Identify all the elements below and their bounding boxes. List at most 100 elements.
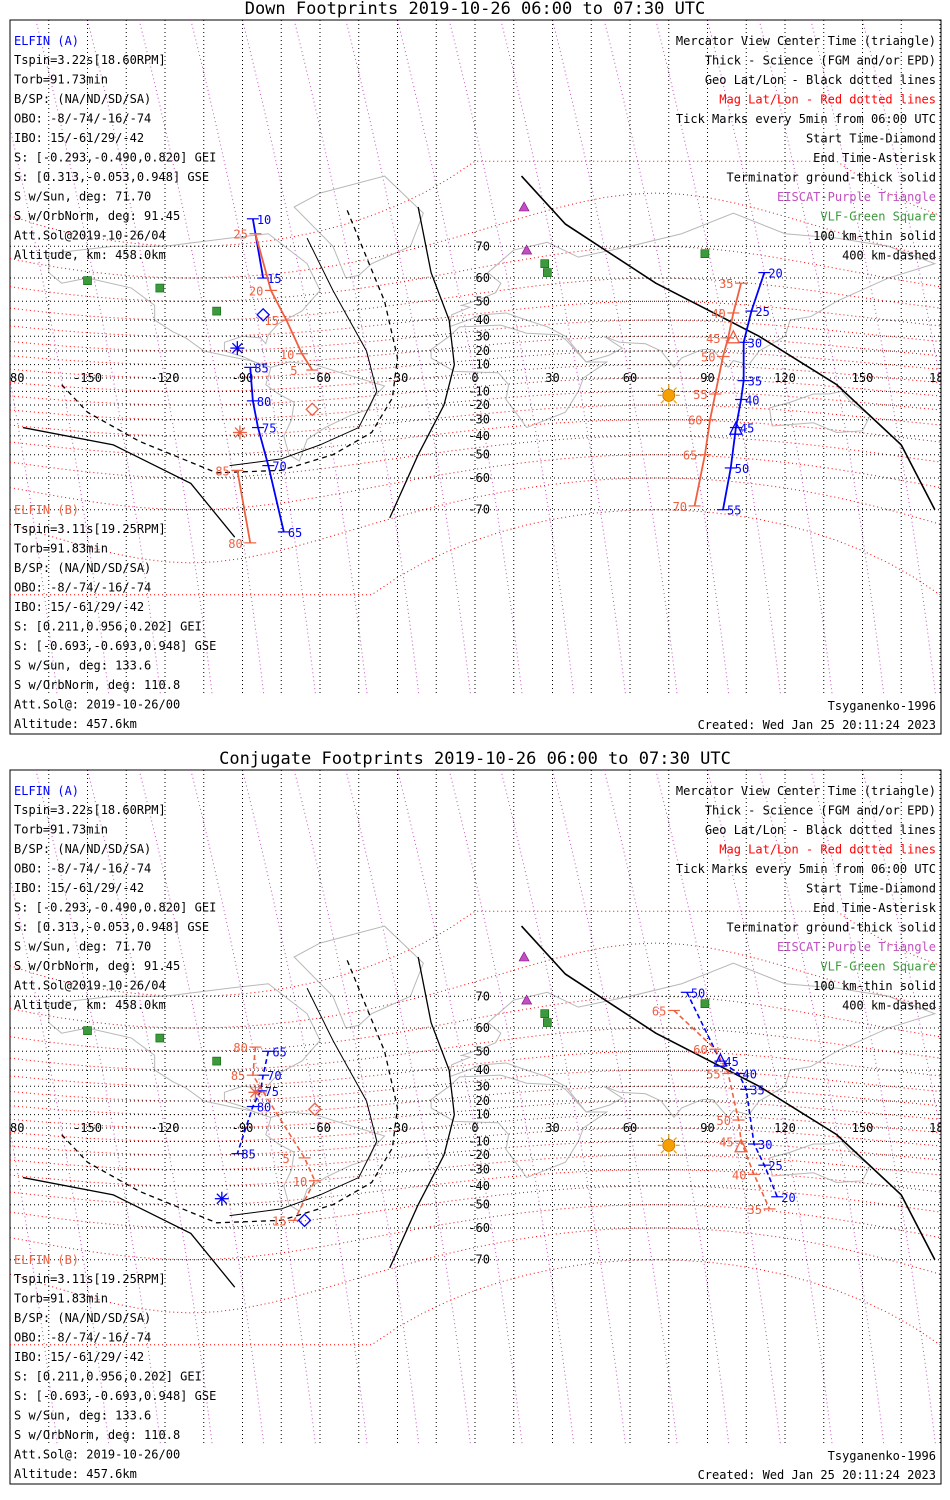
tick-label: 45: [719, 1135, 733, 1149]
legend-entry: Start Time-Diamond: [806, 132, 936, 146]
tick-label: 25: [233, 228, 247, 242]
legend: Mercator View Center Time (triangle) Thic…: [676, 34, 937, 263]
lat-tick-label: -70: [468, 1253, 490, 1267]
elfin-b-param: S w/OrbNorm, deg: 110.8: [14, 1428, 180, 1442]
start-diamond: [307, 1102, 322, 1117]
tick-label: 30: [748, 336, 762, 350]
vlf-square: [543, 1018, 552, 1027]
lat-tick-label: -60: [468, 1221, 490, 1235]
lat-tick-label: 60: [476, 271, 490, 285]
legend-entry: Mag Lat/Lon - Red dotted lines: [719, 93, 936, 107]
tick-label: 25: [768, 1159, 782, 1173]
vlf-square: [155, 1033, 165, 1043]
tick-label: 40: [732, 1168, 746, 1182]
legend-entry: Thick - Science (FGM and/or EPD): [705, 804, 936, 818]
lat-tick-label: -30: [468, 1163, 490, 1177]
mag-meridian: [293, 20, 420, 694]
start-diamond: [305, 402, 320, 417]
mag-parallel: [10, 364, 941, 392]
markers: [83, 201, 710, 407]
lat-tick-label: -60: [468, 471, 490, 485]
center-triangle: [728, 420, 743, 435]
mag-parallel: [10, 319, 941, 352]
legend-entry: Geo Lat/Lon - Black dotted lines: [705, 823, 936, 837]
coastline: [430, 324, 609, 429]
mag-meridian: [138, 20, 265, 694]
legend-entry: EISCAT-Purple Triangle: [777, 940, 936, 954]
tick-label: 5: [283, 1152, 290, 1166]
legend-entry: Start Time-Diamond: [806, 882, 936, 896]
center-triangle: [734, 1138, 749, 1153]
tick-label: 65: [683, 449, 697, 463]
tick-label: 10: [280, 348, 294, 362]
mag-meridian: [655, 20, 781, 694]
sun-ray: [660, 399, 665, 404]
elfin-a-param: Altitude, km: 458.0km: [14, 248, 166, 262]
tick-label: 70: [272, 460, 286, 474]
mag-meridian: [242, 20, 368, 694]
mag-meridian: [190, 20, 316, 694]
tick-label: 5: [290, 364, 297, 378]
axis-labels: -180 -150 -120 -90 -60 -30 0 30 60 90 120 150 180 70 6…: [10, 239, 941, 516]
lon-tick-label: 120: [774, 371, 796, 385]
sun-icon: [662, 388, 676, 402]
tick-label: 85: [254, 361, 268, 375]
lat-tick-label: -40: [468, 429, 490, 443]
terminator-line: [520, 925, 936, 1261]
elfin-b-param: Torb=91.83min: [14, 1292, 108, 1306]
mag-meridian: [862, 770, 941, 1139]
tick-label: 55: [693, 388, 707, 402]
center-triangle: [726, 329, 741, 344]
legend-entry: Terminator ground-thick solid: [726, 171, 936, 185]
mag-meridian: [87, 770, 213, 1444]
legend-entry: End Time-Asterisk: [813, 901, 937, 915]
coastline: [48, 233, 321, 368]
legend-entry: Mercator View Center Time (triangle): [676, 784, 936, 798]
mag-meridian: [397, 20, 523, 694]
lon-tick-label: 90: [700, 1121, 714, 1135]
mag-parallel: [10, 1069, 941, 1102]
sun-ray: [660, 1137, 665, 1141]
tick-label: 40: [743, 1068, 757, 1082]
elfin-a-param: OBO: -8/-74/-16/-74: [14, 862, 151, 876]
lon-tick-label: 0: [471, 371, 478, 385]
mag-parallel: [10, 1100, 941, 1129]
center-triangle: [713, 1052, 728, 1067]
elfin-b-title: ELFIN (B): [14, 1253, 79, 1267]
sun-ray: [673, 387, 677, 391]
elfin-b-param: Torb=91.83min: [14, 542, 108, 556]
limb-100km-line: [229, 987, 378, 1217]
coastline: [293, 175, 424, 279]
elfin-a-param: Tspin=3.22s[18.60RPM]: [14, 803, 166, 817]
mag-meridian: [552, 20, 678, 694]
tick-label: 20: [249, 284, 263, 298]
tick-label: 80: [257, 1101, 271, 1115]
coastline: [293, 925, 424, 1029]
elfin-b-info: ELFIN (B) Tspin=3.11s[19.25RPM] Torb=91.83…: [14, 503, 216, 731]
tick-label: 60: [693, 1043, 707, 1057]
mag-meridian: [500, 20, 626, 694]
tick-label: 80: [228, 537, 242, 551]
tick-label: 50: [701, 351, 715, 365]
elfin-b-param: B/SP: (NA/ND/SD/SA): [14, 561, 151, 575]
tick-label: 35: [748, 1203, 762, 1217]
elfin-a-param: Torb=91.73min: [14, 73, 108, 87]
coastline: [265, 361, 386, 462]
lat-tick-label: 30: [476, 329, 490, 343]
lon-tick-label: -120: [151, 1121, 180, 1135]
elfin-a-param: Altitude, km: 458.0km: [14, 998, 166, 1012]
elfin-a-info: ELFIN (A) Tspin=3.22s[18.60RPM] Torb=91.73…: [14, 34, 216, 262]
vlf-square: [212, 1056, 221, 1066]
vlf-square: [83, 1026, 92, 1035]
coastlines: [48, 175, 937, 462]
tick-label: 70: [267, 1069, 281, 1083]
eiscat-triangle: [521, 994, 533, 1005]
lon-tick-label: 150: [852, 1121, 874, 1135]
mag-parallel: [10, 404, 941, 437]
tick-label: 50: [735, 462, 749, 476]
markers: [83, 951, 710, 1157]
lat-tick-label: 20: [476, 344, 490, 358]
legend-entry: Tick Marks every 5min from 06:00 UTC: [676, 862, 936, 876]
legend-entry: 100 km-thin solid: [813, 229, 936, 243]
